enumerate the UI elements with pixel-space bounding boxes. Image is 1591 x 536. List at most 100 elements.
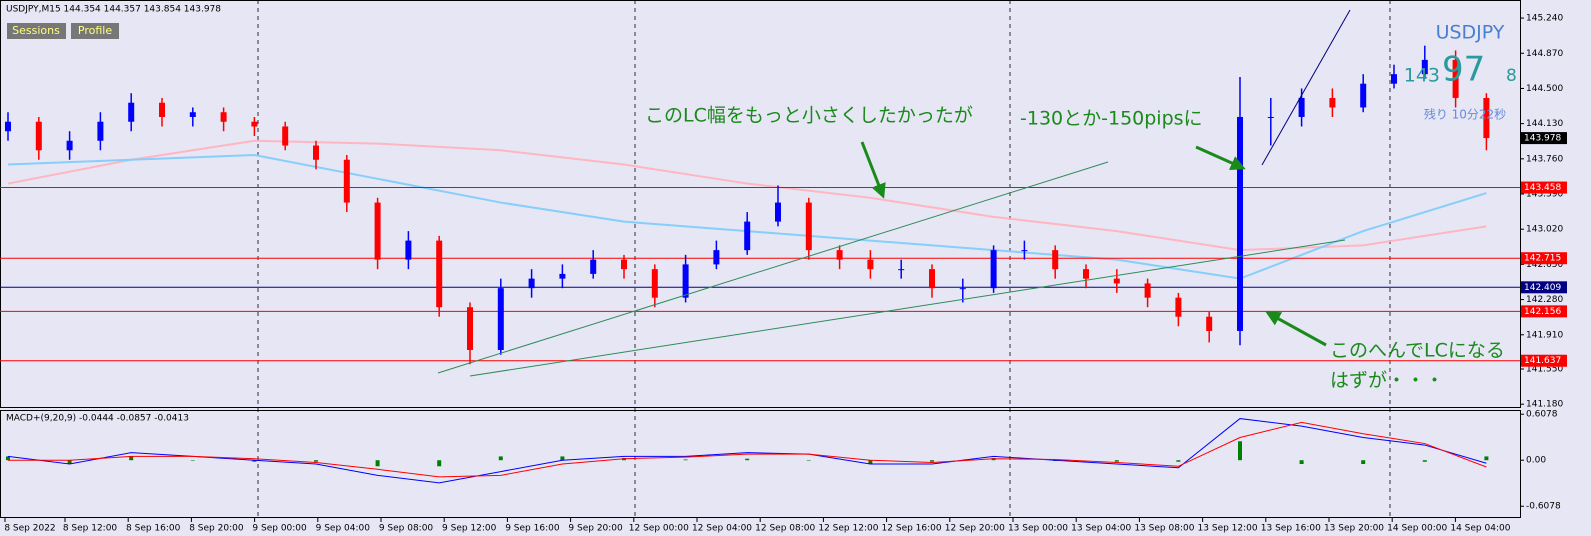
x-tick-label: 9 Sep 20:00 [568, 524, 623, 534]
y-tick-label: 141.550 [1526, 365, 1563, 375]
candle-body [1391, 74, 1397, 84]
x-tick-label: 9 Sep 08:00 [379, 524, 434, 534]
candle-body [713, 250, 720, 265]
x-tick-label: 8 Sep 16:00 [126, 524, 181, 534]
plot-layer: 145.240 144.870 144.500 144.130 143.760 143.3… [0, 14, 1567, 534]
candle-body [467, 307, 473, 350]
level-label-box [1521, 305, 1567, 318]
candle-body [1175, 297, 1182, 317]
y-tick-label: 143.390 [1526, 190, 1563, 200]
candle-body [1144, 283, 1151, 298]
y-tick-label: 141.910 [1526, 330, 1563, 340]
y-tick-label: 141.180 [1526, 400, 1563, 410]
candle-body [1329, 97, 1336, 108]
candle-body [1083, 269, 1089, 279]
macd-histogram-bar [1361, 460, 1366, 464]
x-tick-label: 13 Sep 08:00 [1134, 524, 1194, 534]
candle-body [97, 121, 104, 141]
macd-signal-line [8, 421, 1487, 478]
candle-body [35, 121, 42, 151]
profile-button-label[interactable]: Profile [78, 24, 112, 37]
candle-body [1298, 97, 1305, 117]
x-tick-label: 12 Sep 20:00 [945, 524, 1005, 534]
candle-body [405, 240, 412, 260]
candle-body [959, 288, 966, 290]
candle-body [436, 240, 443, 308]
x-tick-label: 12 Sep 12:00 [818, 524, 878, 534]
level-label-box [1521, 281, 1567, 294]
candle-body [497, 288, 504, 350]
candle-body [1237, 116, 1243, 331]
current-price-label: 143.978 [1524, 134, 1561, 144]
x-tick-label: 8 Sep 20:00 [189, 524, 244, 534]
candle-body [744, 221, 751, 251]
y-tick-label: 142.650 [1526, 260, 1563, 270]
candle-body [1360, 83, 1367, 108]
candle-body [590, 259, 597, 274]
candle-body [990, 250, 997, 289]
x-tick-label: 12 Sep 08:00 [755, 524, 815, 534]
candle-body [251, 121, 258, 127]
macd-histogram-bar [67, 460, 72, 464]
x-tick-label: 14 Sep 04:00 [1450, 524, 1510, 534]
macd-y-tick-label: 0.00 [1526, 456, 1546, 466]
sessions-button[interactable] [7, 23, 66, 39]
price-big-2: 97 [1442, 50, 1485, 90]
macd-histogram-bar [683, 459, 688, 461]
y-tick-label: 143.020 [1526, 225, 1563, 235]
x-tick-label: 12 Sep 16:00 [882, 524, 942, 534]
candle-body [1021, 250, 1028, 252]
y-tick-label: 144.870 [1526, 49, 1563, 59]
candle-body [898, 269, 905, 271]
annotation: -130とか-150pipsに [1020, 108, 1203, 130]
candle-body [836, 250, 843, 260]
candle-body [1052, 250, 1059, 270]
x-tick-label: 13 Sep 12:00 [1198, 524, 1258, 534]
candle-body [189, 112, 196, 117]
x-tick-label: 9 Sep 12:00 [442, 524, 497, 534]
main-frame [0, 0, 1521, 408]
macd-histogram-bar [1422, 460, 1427, 462]
profile-button[interactable] [71, 23, 119, 39]
macd-histogram-bar [1114, 460, 1119, 462]
bollinger-band [1261, 9, 1351, 166]
x-tick-label: 8 Sep 2022 [4, 524, 55, 534]
level-label-box [1521, 252, 1567, 265]
macd-histogram-bar [498, 456, 503, 461]
candle-body [1206, 316, 1213, 331]
y-tick-label: 143.760 [1526, 154, 1563, 164]
macd-label: MACD+(9,20,9) -0.0444 -0.0857 -0.0413 [6, 414, 189, 424]
candle-body [1483, 97, 1490, 139]
x-tick-label: 13 Sep 16:00 [1261, 524, 1321, 534]
candle-body [1267, 116, 1274, 118]
y-tick-label: 144.130 [1526, 119, 1563, 129]
x-tick-label: 9 Sep 04:00 [316, 524, 371, 534]
macd-histogram-bar [190, 460, 195, 461]
candle-body [128, 102, 135, 122]
candle-body [1421, 59, 1428, 75]
level-label: 143.458 [1524, 183, 1561, 193]
x-tick-label: 13 Sep 20:00 [1324, 524, 1384, 534]
macd-histogram-bar [1484, 456, 1489, 461]
macd-y-tick-label: 0.6078 [1526, 410, 1558, 420]
trend-lines [437, 161, 1346, 377]
y-tick-label: 142.280 [1526, 295, 1563, 305]
x-tick-label: 14 Sep 00:00 [1387, 524, 1447, 534]
macd-histogram-bar [1299, 460, 1304, 464]
macd-histogram-bar [6, 456, 10, 461]
candle-body [313, 145, 319, 160]
day-separators [257, 0, 1391, 518]
x-tick-label: 9 Sep 00:00 [252, 524, 307, 534]
macd-histogram-bar [375, 460, 380, 467]
candle-body [159, 102, 165, 117]
macd-histogram-bar [745, 458, 750, 461]
candle-body [775, 202, 781, 222]
x-tick-label: 13 Sep 04:00 [1071, 524, 1131, 534]
chart-title: USDJPY,M15 144.354 144.357 143.854 143.9… [6, 5, 221, 15]
candle-body [805, 202, 812, 251]
x-tick-label: 9 Sep 16:00 [505, 524, 560, 534]
macd-histogram-bar [437, 460, 442, 467]
sessions-button-label[interactable]: Sessions [12, 24, 60, 37]
